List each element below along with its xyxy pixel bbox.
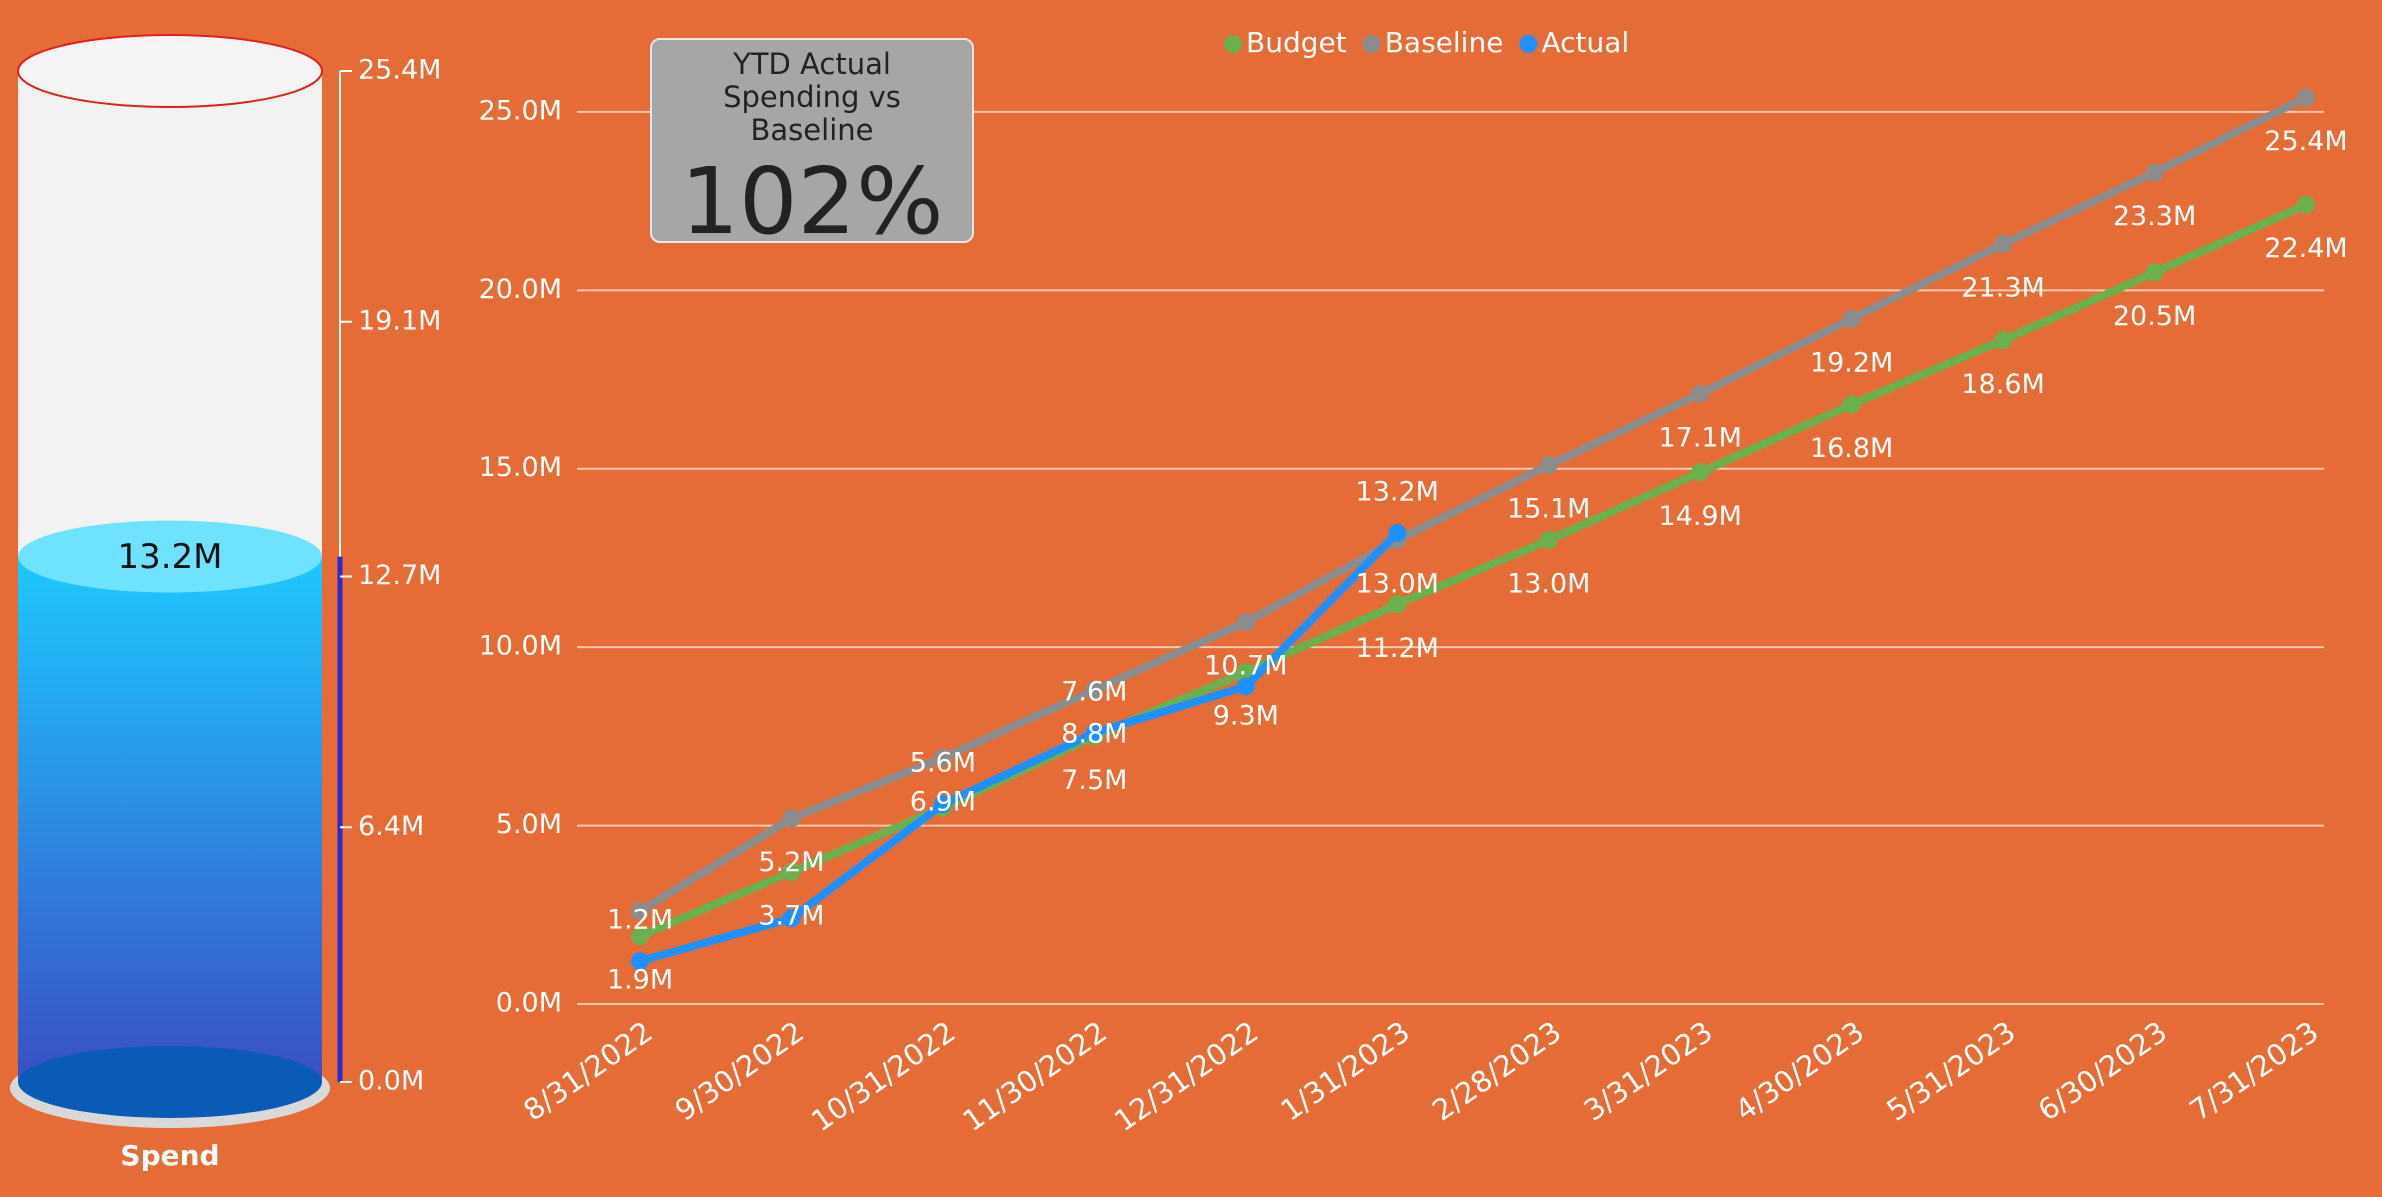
data-label: 22.4M: [2264, 233, 2347, 264]
gauge-label: Spend: [120, 1139, 219, 1172]
series-point: [1994, 234, 2013, 253]
series-point: [782, 909, 801, 928]
data-label: 17.1M: [1658, 422, 1741, 453]
series-point: [1842, 395, 1861, 414]
data-label: 13.0M: [1507, 569, 1590, 600]
x-tick-label: 6/30/2023: [2032, 1014, 2173, 1127]
legend-swatch: [1362, 35, 1381, 53]
legend-label: Actual: [1541, 26, 1629, 59]
y-tick-label: 0.0M: [496, 988, 562, 1019]
y-tick-label: 20.0M: [479, 274, 562, 305]
series-point: [1691, 384, 1710, 403]
x-tick-label: 2/28/2023: [1426, 1014, 1567, 1127]
series-point: [1085, 680, 1104, 699]
card-value: 102%: [680, 148, 944, 255]
gauge-tick-label: 25.4M: [358, 55, 441, 86]
data-label: 9.3M: [1213, 701, 1279, 732]
data-label: 15.1M: [1507, 494, 1590, 525]
series-point: [782, 809, 801, 828]
data-label: 25.4M: [2264, 126, 2347, 157]
gauge-tick-label: 12.7M: [358, 560, 441, 591]
gauge-fill-top: [18, 520, 322, 593]
series-line: [637, 94, 2308, 915]
series-point: [631, 952, 649, 971]
y-tick-label: 15.0M: [479, 452, 562, 483]
series-point: [1842, 309, 1861, 328]
y-tick-label: 25.0M: [479, 95, 562, 126]
series-point: [2297, 195, 2315, 214]
y-tick-label: 5.0M: [496, 809, 562, 840]
series-point: [1994, 331, 2013, 350]
gauge-bottom: [18, 1046, 322, 1118]
series-point: [1388, 523, 1407, 542]
series-point: [933, 748, 952, 767]
x-tick-label: 7/31/2023: [2183, 1014, 2324, 1127]
data-label: 7.5M: [1061, 765, 1127, 796]
series-point: [1691, 463, 1710, 482]
gauge-fill: [18, 556, 322, 1082]
x-tick-label: 5/31/2023: [1880, 1014, 2021, 1127]
data-label: 16.8M: [1810, 433, 1893, 464]
legend-label: Baseline: [1385, 26, 1504, 59]
data-label: 8.8M: [1061, 718, 1127, 749]
x-tick-label: 9/30/2022: [669, 1014, 810, 1127]
x-tick-label: 1/31/2023: [1275, 1014, 1416, 1127]
gauge-tick-label: 0.0M: [358, 1066, 424, 1097]
data-label: 18.6M: [1961, 369, 2044, 400]
series-line: [638, 530, 1401, 966]
data-label: 6.9M: [910, 786, 976, 817]
data-label: 23.3M: [2113, 201, 2196, 232]
data-label: 3.7M: [758, 900, 824, 931]
y-tick-label: 10.0M: [479, 631, 562, 662]
data-label: 13.2M: [1356, 476, 1439, 507]
series-point: [2145, 163, 2164, 182]
x-tick-label: 3/31/2023: [1577, 1014, 1718, 1127]
series-point: [631, 927, 649, 946]
data-label: 13.0M: [1356, 569, 1439, 600]
legend-swatch: [1519, 35, 1538, 53]
x-tick-label: 4/30/2023: [1729, 1014, 1870, 1127]
series-point: [631, 902, 649, 921]
data-label: 21.3M: [1961, 272, 2044, 303]
data-label: 10.7M: [1204, 651, 1287, 682]
data-label: 11.2M: [1356, 633, 1439, 664]
series-point: [1085, 723, 1104, 742]
gauge-tick-label: 6.4M: [358, 811, 424, 842]
series-point: [1388, 595, 1407, 614]
series-point: [782, 862, 801, 881]
data-label: 5.2M: [758, 847, 824, 878]
data-label: 20.5M: [2113, 301, 2196, 332]
series-point: [1539, 531, 1558, 550]
legend-label: Budget: [1246, 26, 1347, 59]
data-label: 1.2M: [607, 905, 673, 936]
series-point: [1236, 613, 1255, 632]
series-point: [1236, 677, 1255, 696]
series-point: [2297, 88, 2315, 107]
series-point: [1539, 456, 1558, 475]
legend-swatch: [1224, 35, 1242, 53]
gauge-value: 13.2M: [117, 537, 222, 577]
series-point: [2145, 263, 2164, 282]
gauge-top: [17, 34, 323, 108]
data-label: 7.6M: [1061, 676, 1127, 707]
data-label: 5.6M: [910, 748, 976, 779]
x-tick-label: 12/31/2022: [1108, 1014, 1264, 1138]
data-label: 19.2M: [1810, 347, 1893, 378]
gauge-tick-label: 19.1M: [358, 305, 441, 336]
data-label: 1.9M: [607, 965, 673, 996]
series-point: [933, 795, 952, 814]
x-tick-label: 11/30/2022: [957, 1014, 1113, 1138]
x-tick-label: 8/31/2022: [517, 1014, 658, 1127]
x-tick-label: 10/31/2022: [805, 1014, 961, 1138]
kpi-card: YTD Actual Spending vs Baseline 102%: [650, 38, 974, 255]
data-label: 14.9M: [1658, 501, 1741, 532]
card-title: YTD Actual Spending vs Baseline: [723, 47, 901, 147]
